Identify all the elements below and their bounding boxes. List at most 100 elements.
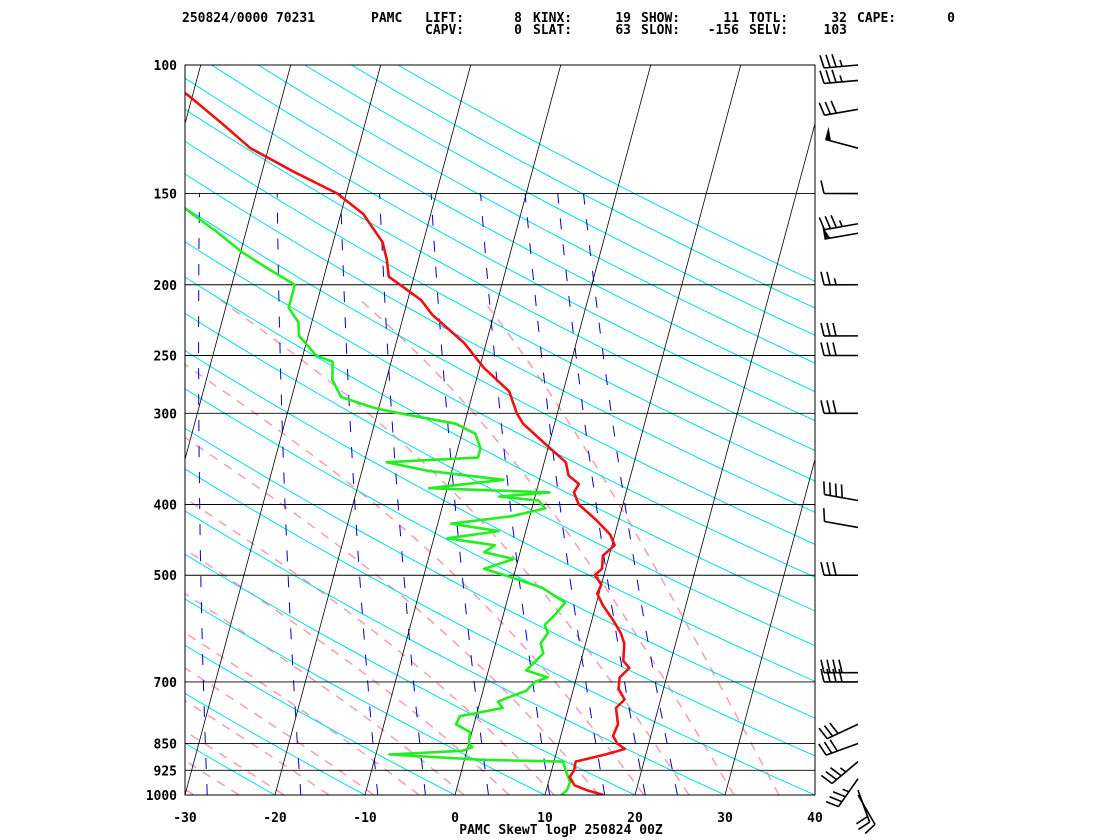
wind-barb-feather (826, 400, 831, 414)
dry-adiabat (185, 241, 815, 578)
header-cape-label: CAPE: (857, 11, 896, 26)
wind-barb-feather (823, 725, 834, 737)
header-capv-label: CAPV: (425, 23, 464, 38)
pressure-tick-label: 1000 (146, 789, 177, 804)
moist-adiabat (185, 730, 285, 795)
dry-adiabat (185, 312, 815, 647)
isotherm (185, 65, 382, 795)
wind-barb-half-feather (838, 220, 843, 227)
wind-barb-feather (830, 214, 838, 228)
wind-barb-feather (825, 770, 838, 781)
isotherm (0, 65, 21, 795)
moist-adiabat (185, 497, 555, 795)
dry-adiabat (185, 510, 726, 795)
header-cape-value: 0 (947, 11, 955, 26)
wind-barb-feather (832, 659, 837, 673)
moist-adiabat (71, 745, 149, 795)
wind-barb-feather (838, 668, 843, 683)
wind-barb-feather (832, 668, 837, 683)
background-lines (0, 65, 815, 795)
wind-barb-feather (826, 668, 831, 683)
temperature-profile (185, 91, 631, 795)
wind-barb-feather (829, 739, 838, 752)
wind-barb-feather (834, 483, 838, 497)
wind-barb-feather (838, 659, 843, 673)
mixing-ratio-line (340, 193, 379, 795)
mixing-ratio-line (557, 193, 646, 795)
temperature-tick-label: -20 (263, 811, 287, 826)
dry-adiabat (185, 349, 815, 682)
temperature-tick-label: -10 (353, 811, 377, 826)
wind-barb (822, 226, 859, 240)
moist-adiabat (185, 788, 195, 795)
dewpoint-profile (185, 206, 572, 795)
wind-barb (823, 508, 859, 529)
wind-barb (820, 322, 859, 337)
wind-barb-feather (819, 70, 825, 84)
wind-barb-feather (832, 400, 837, 414)
wind-barb-feather (818, 743, 827, 756)
wind-barb-feather (830, 100, 838, 114)
wind-barb-feather (825, 69, 831, 84)
wind-barb (820, 271, 859, 286)
header-capv-value: 0 (514, 23, 522, 38)
header-slon-value: -156 (708, 23, 739, 38)
wind-barb-feather (832, 342, 837, 356)
mixing-ratio-line (198, 193, 208, 795)
wind-barb (820, 562, 859, 577)
temperature-tick-label: 20 (627, 811, 643, 826)
dry-adiabat (185, 598, 546, 795)
temperature-tick-label: 30 (717, 811, 733, 826)
wind-barb-feather (820, 668, 825, 683)
wind-barb-staff (824, 138, 859, 149)
isotherm (364, 65, 562, 795)
header-slat-value: 63 (615, 23, 631, 38)
dry-adiabat (185, 276, 815, 612)
mixing-ratio-line (430, 193, 489, 795)
moist-adiabat (185, 759, 240, 795)
wind-barb-feather (818, 217, 826, 231)
wind-barbs (818, 53, 876, 835)
dry-adiabat (257, 65, 815, 364)
pressure-tick-label: 850 (154, 737, 178, 752)
wind-barb-feather (819, 55, 825, 69)
pressure-tick-label: 200 (154, 279, 178, 294)
wind-barb-feather (818, 727, 828, 740)
pressure-tick-label: 925 (154, 764, 177, 779)
wind-barb (820, 659, 859, 674)
isotherm (274, 65, 472, 795)
wind-barb-feather (826, 271, 831, 285)
wind-barb (820, 400, 859, 415)
wind-barb-feather (831, 69, 837, 83)
dry-adiabat (351, 65, 815, 309)
wind-barb-feather (855, 815, 869, 825)
wind-barb-feather (820, 774, 833, 785)
wind-barb-feather (820, 180, 825, 194)
header-totl-label: TOTL: (749, 11, 788, 26)
dry-adiabat (185, 140, 815, 482)
header-kinx-value: 19 (615, 11, 631, 26)
wind-barb (825, 778, 859, 808)
mixing-ratio-line (276, 193, 302, 795)
moist-adiabat (482, 299, 780, 795)
wind-barb-half-feather (839, 767, 847, 773)
temperature-tick-label: 40 (807, 811, 823, 826)
wind-barb-feather (824, 101, 832, 115)
wind-barb (820, 342, 859, 357)
wind-barb-feather (840, 484, 843, 498)
header-lift-value: 8 (514, 11, 522, 26)
wind-barb-feather (823, 741, 833, 754)
wind-barb-feather (818, 102, 826, 116)
wind-barb-feather (820, 322, 825, 337)
isotherm (814, 793, 815, 795)
wind-barb-pennant (825, 126, 831, 141)
wind-barb (818, 214, 859, 231)
dry-adiabat (397, 65, 815, 282)
header-slon-label: SLON: (641, 23, 680, 38)
wind-barb-feather (823, 481, 826, 495)
dry-adiabat (304, 65, 815, 336)
pressure-tick-label: 100 (154, 59, 178, 74)
wind-barb-feather (820, 271, 825, 285)
isotherm (544, 65, 742, 795)
